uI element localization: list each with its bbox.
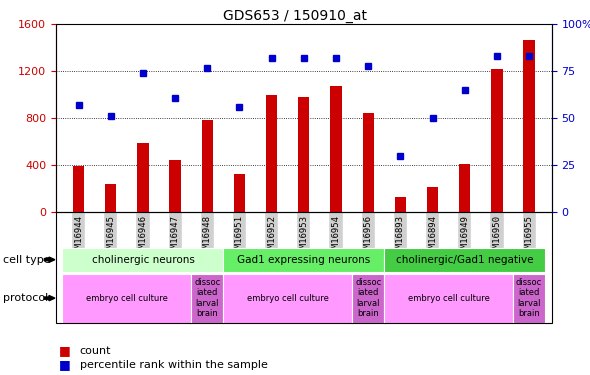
Text: cholinergic neurons: cholinergic neurons: [91, 255, 194, 265]
Bar: [459, 164, 470, 212]
Text: dissoc
iated
larval
brain: dissoc iated larval brain: [355, 278, 381, 318]
Text: cholinergic/Gad1 negative: cholinergic/Gad1 negative: [396, 255, 533, 265]
Bar: [73, 166, 84, 212]
Text: embryo cell culture: embryo cell culture: [247, 294, 329, 303]
Bar: [363, 113, 374, 212]
Text: protocol: protocol: [3, 293, 48, 303]
Bar: [427, 187, 438, 212]
Text: ■: ■: [59, 344, 71, 357]
Bar: [169, 160, 181, 212]
Bar: [491, 69, 503, 212]
Text: dissoc
iated
larval
brain: dissoc iated larval brain: [194, 278, 221, 318]
Bar: [523, 40, 535, 212]
Bar: [395, 196, 406, 212]
Text: percentile rank within the sample: percentile rank within the sample: [80, 360, 267, 369]
Text: ■: ■: [59, 358, 71, 371]
Bar: [330, 87, 342, 212]
Text: embryo cell culture: embryo cell culture: [408, 294, 490, 303]
Bar: [202, 120, 213, 212]
Text: cell type: cell type: [3, 255, 51, 265]
Bar: [137, 143, 149, 212]
Bar: [298, 97, 310, 212]
Bar: [234, 174, 245, 212]
Bar: [266, 95, 277, 212]
Text: embryo cell culture: embryo cell culture: [86, 294, 168, 303]
Text: count: count: [80, 346, 111, 355]
Text: Gad1 expressing neurons: Gad1 expressing neurons: [237, 255, 371, 265]
Text: dissoc
iated
larval
brain: dissoc iated larval brain: [516, 278, 542, 318]
Text: GDS653 / 150910_at: GDS653 / 150910_at: [223, 9, 367, 23]
Bar: [105, 184, 116, 212]
